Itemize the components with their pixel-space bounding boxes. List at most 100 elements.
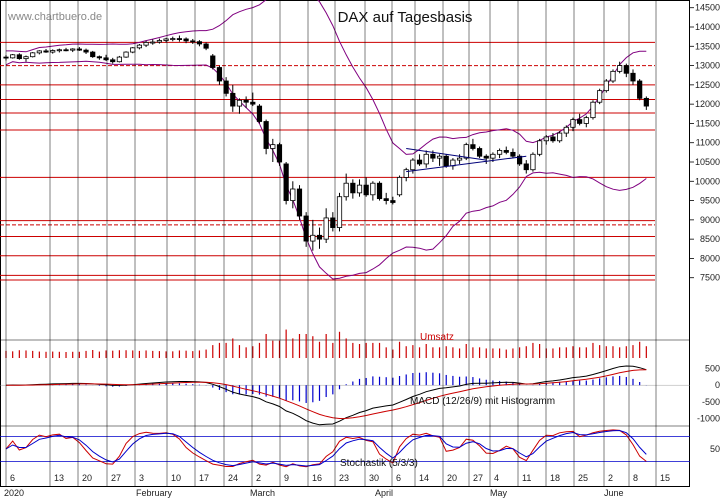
candle-body [383,198,389,201]
day-tick-label: 3 [139,473,144,483]
price-tick-label: 7500 [700,273,720,283]
stoch-tick-label: 50 [710,444,720,454]
price-tick-label: 8500 [700,234,720,244]
candle-body [637,80,643,99]
candle-body [223,80,229,94]
candle-body [190,40,196,43]
chart-title: DAX auf Tagesbasis [338,9,473,26]
day-tick-label: 8 [633,473,638,483]
day-tick-label: 6 [396,473,401,483]
candle-body [603,80,609,92]
candle-body [136,44,143,49]
candle-body [83,49,89,53]
candle-body [490,153,496,159]
candle-body [617,65,623,72]
month-tick-label: April [375,488,393,498]
month-tick-label: 2020 [4,488,24,498]
macd-tick-label: -500 [702,397,720,407]
candle-body [577,119,583,124]
candle-body [150,41,156,44]
candle-body [430,153,436,159]
macd-tick-label: 500 [705,364,720,374]
price-tick-label: 9000 [700,215,720,225]
candle-body [290,188,296,201]
candle-body [590,101,596,119]
candle-body [376,182,383,200]
price-tick-label: 10000 [695,176,720,186]
day-tick-label: 2 [608,473,613,483]
candle-body [263,121,269,149]
price-tick-label: 13500 [695,41,720,51]
candle-body [230,92,236,107]
candle-body [630,72,636,82]
day-tick-label: 14 [419,473,429,483]
stoch-k-line [5,429,647,468]
day-tick-label: 6 [10,473,15,483]
candle-body [103,57,109,61]
month-tick-label: June [604,488,624,498]
candle-body [243,99,249,103]
candle-body [370,182,376,196]
candle-body [550,136,556,142]
candle-body [423,153,429,165]
candle-body [56,49,62,52]
price-tick-label: 14000 [695,22,720,32]
candle-body [557,132,563,142]
candle-body [256,105,263,122]
candle-body [396,177,403,196]
candle-body [50,50,56,53]
candle-body [623,65,629,74]
day-tick-label: 4 [494,473,499,483]
candle-body [236,99,243,107]
day-tick-label: 25 [578,473,588,483]
candle-body [170,38,176,40]
candle-body [537,140,543,155]
price-tick-label: 11500 [696,118,720,128]
candle-body [436,155,443,159]
candle-body [203,43,209,49]
month-tick-label: February [136,488,173,498]
candle-body [356,184,363,194]
candle-body [410,159,416,171]
trend-line [406,148,487,161]
month-tick-label: March [250,488,275,498]
candle-body [183,38,189,42]
day-tick-label: 30 [369,473,379,483]
candle-body [443,155,449,167]
day-tick-label: 17 [199,473,209,483]
candle-body [96,56,102,59]
price-tick-label: 10500 [695,157,720,167]
candle-body [176,38,183,40]
candle-body [316,234,323,240]
candle-body [16,54,22,60]
candle-body [483,155,489,159]
candle-body [143,42,149,46]
candle-body [583,117,589,124]
watermark: www.chartbuero.de [7,11,102,23]
candle-body [456,157,463,161]
candle-body [156,40,163,43]
price-tick-label: 9500 [700,196,720,206]
candle-body [343,182,349,198]
candle-body [463,144,469,159]
candle-body [196,41,203,45]
candle-body [163,38,169,41]
candle-body [303,215,309,242]
candle-body [563,126,569,134]
candle-body [216,67,223,82]
macd-tick-label: -1000 [697,413,720,423]
candle-body [123,51,129,58]
macd-line [5,365,647,426]
price-tick-label: 8000 [700,253,720,263]
candle-body [30,52,36,58]
price-tick-label: 11000 [696,138,720,148]
month-tick-label: May [490,488,508,498]
day-tick-label: 18 [550,473,560,483]
candle-body [250,101,256,105]
candle-body [323,217,329,240]
candle-body [210,55,216,68]
upper-band [6,0,647,155]
candle-body [10,54,16,59]
